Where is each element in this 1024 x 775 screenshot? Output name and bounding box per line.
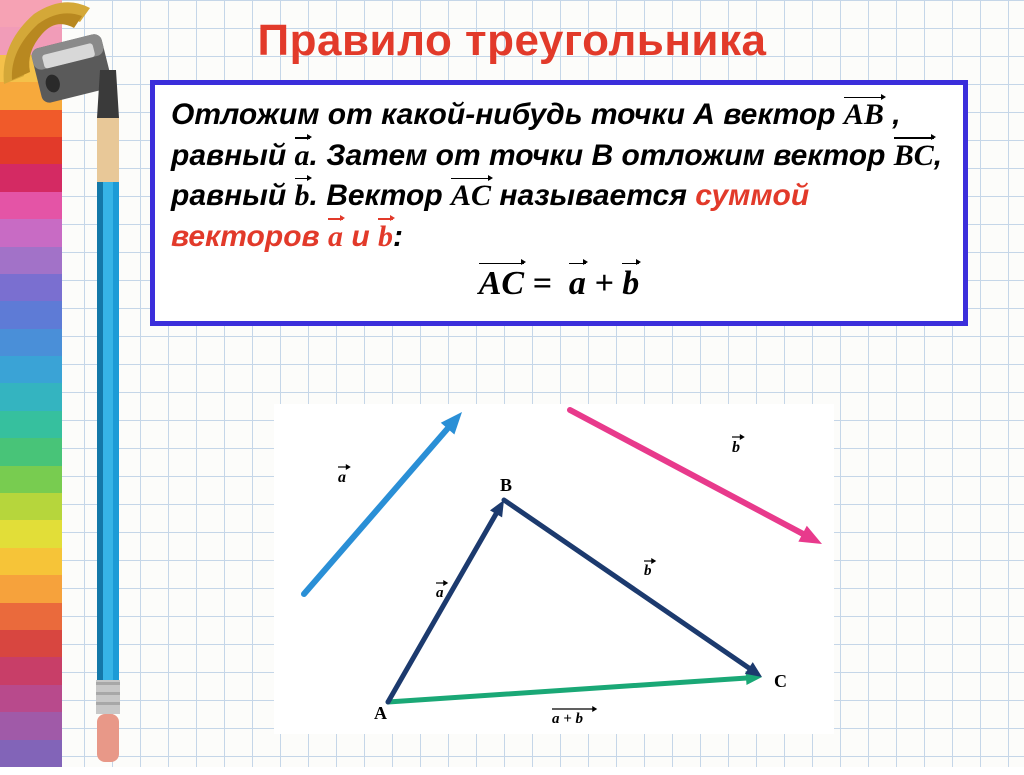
svg-text:b: b: [644, 563, 652, 579]
pencil-eraser: [97, 714, 119, 762]
pencil-ferrule: [96, 680, 120, 714]
svg-text:a + b: a + b: [552, 711, 584, 727]
formula-AC: AC: [479, 261, 524, 307]
svg-text:a: a: [436, 585, 444, 601]
formula-a: a: [569, 261, 586, 307]
formula: AC = a + b: [171, 261, 947, 307]
svg-text:C: C: [774, 671, 787, 691]
vector-BC: BC: [894, 136, 934, 177]
vector-b: b: [295, 176, 310, 217]
svg-text:b: b: [732, 439, 740, 456]
svg-text:B: B: [500, 475, 512, 495]
pencil-wood: [97, 118, 119, 182]
vector-a: a: [295, 136, 310, 177]
svg-text:a: a: [338, 469, 346, 486]
vector-AC: AC: [451, 176, 491, 217]
formula-b: b: [622, 261, 639, 307]
vector-AB: AB: [844, 95, 884, 136]
svg-text:A: A: [374, 703, 387, 723]
pencil-tip: [97, 70, 119, 118]
slide-title: Правило треугольника: [0, 16, 1024, 66]
rule-text: Отложим от какой-нибудь точки А вектор A…: [171, 98, 942, 253]
vector-b-red: b: [378, 217, 393, 258]
vector-a-red: a: [328, 217, 343, 258]
pencil-decoration: [95, 70, 121, 770]
rule-definition-box: Отложим от какой-нибудь точки А вектор A…: [150, 80, 968, 326]
vector-diagram: A B Ca b a b a + b: [274, 404, 834, 734]
